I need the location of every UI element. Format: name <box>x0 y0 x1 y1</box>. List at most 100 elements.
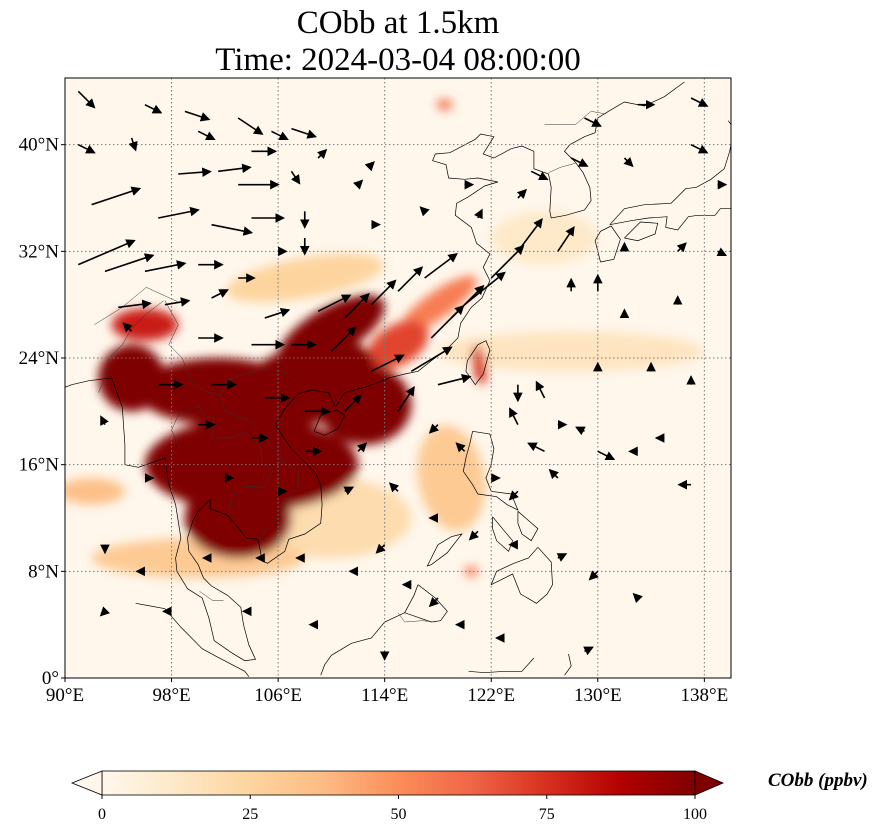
coastline <box>404 584 419 613</box>
coastline <box>313 409 346 436</box>
map-frame <box>64 77 732 679</box>
wind-arrow <box>178 167 212 177</box>
coastline <box>468 657 535 674</box>
concentration-field <box>65 99 705 578</box>
wind-arrow <box>99 606 111 617</box>
wind-arrow <box>330 326 357 352</box>
wind-vectors <box>77 90 728 661</box>
longitude-tick-label: 130°E <box>574 685 622 706</box>
wind-arrow <box>128 137 138 152</box>
colorbar-body <box>101 770 696 796</box>
wind-arrow <box>508 490 519 501</box>
plume-patch <box>111 308 179 341</box>
longitude-tick-label: 122°E <box>467 685 515 706</box>
longitude-tick-label: 98°E <box>152 685 190 706</box>
plume-patch <box>98 344 165 412</box>
wind-arrow <box>344 394 362 412</box>
latitude-tick-label: 32°N <box>19 241 60 262</box>
wind-arrow <box>397 386 415 412</box>
latitude-ticks: 0° 8°N 16°N 24°N 32°N 40°N <box>19 135 65 689</box>
wind-arrow <box>100 415 109 426</box>
wind-arrow <box>77 143 96 154</box>
wind-arrow <box>197 130 216 141</box>
plume-patch <box>399 275 477 334</box>
wind-arrow <box>428 423 440 434</box>
wind-arrow <box>690 97 709 107</box>
wind-arrow <box>343 486 355 496</box>
wind-arrow <box>428 596 440 608</box>
wind-arrow <box>264 307 291 319</box>
wind-arrow <box>344 292 370 319</box>
coastline <box>111 81 685 662</box>
coastline <box>65 377 112 388</box>
country-border <box>164 300 305 396</box>
colorbar-tick-label: 25 <box>242 806 258 823</box>
plume-patch <box>65 478 125 505</box>
wind-arrow <box>583 646 594 656</box>
wind-arrow <box>370 279 397 306</box>
wind-arrow <box>211 289 229 299</box>
wind-arrow <box>570 157 589 167</box>
plume-patch <box>464 566 478 577</box>
wind-arrow <box>548 468 559 480</box>
coastline <box>320 584 448 676</box>
coastline <box>426 533 463 567</box>
wind-arrow <box>623 156 634 168</box>
colorbar-tick-label: 100 <box>683 806 707 823</box>
wind-arrow <box>535 380 546 399</box>
wind-arrow <box>122 322 133 333</box>
country-border <box>397 612 436 623</box>
wind-arrow <box>597 450 616 461</box>
coastline <box>609 208 731 231</box>
wind-arrow <box>364 161 375 172</box>
colorbar-tick-label: 75 <box>539 806 555 823</box>
latitude-tick-label: 8°N <box>28 561 59 582</box>
wind-arrow <box>78 239 136 266</box>
country-border <box>257 487 299 540</box>
wind-arrow <box>144 260 187 273</box>
latitude-tick-label: 24°N <box>19 348 60 369</box>
wind-arrow <box>164 297 191 307</box>
wind-arrow <box>144 103 163 114</box>
plume-patch <box>318 364 412 445</box>
wind-arrow <box>375 543 386 554</box>
plume-patch <box>367 320 429 369</box>
wind-arrow <box>690 143 709 154</box>
country-border <box>199 591 224 601</box>
plume-patch <box>225 253 384 303</box>
wind-arrow <box>104 253 155 273</box>
wind-arrow <box>290 170 301 185</box>
wind-arrow <box>388 482 400 493</box>
longitude-tick-label: 138°E <box>681 685 729 706</box>
map-panel: 90°E 98°E 106°E 114°E 122°E 130°E 138°E 0° 8°N 1… <box>19 77 732 706</box>
wind-arrow <box>464 271 506 306</box>
coastline <box>517 511 539 542</box>
plume-patch <box>184 478 292 558</box>
colorbar-label: CObb (ppbv) <box>768 770 868 791</box>
wind-arrow <box>530 170 549 181</box>
longitude-tick-label: 106°E <box>254 685 302 706</box>
latitude-tick-label: 16°N <box>19 455 60 476</box>
country-border <box>244 485 265 488</box>
colorbar-extend-min <box>70 770 103 796</box>
wind-arrow <box>474 208 483 220</box>
wind-arrow <box>632 592 643 604</box>
wind-arrow <box>557 226 575 252</box>
wind-arrow <box>317 294 352 313</box>
country-border <box>548 163 576 173</box>
plume-patch <box>437 331 705 372</box>
plume-patch <box>436 99 453 110</box>
coastline <box>609 144 731 225</box>
wind-arrow <box>291 127 317 139</box>
coastline <box>462 430 519 511</box>
colorbar: 0 25 50 75 100 CObb (ppbv) <box>70 770 868 823</box>
colorbar-tick-label: 50 <box>391 806 407 823</box>
wind-arrow <box>516 188 528 200</box>
longitude-ticks: 90°E 98°E 106°E 114°E 122°E 130°E 138°E <box>46 678 728 706</box>
wind-arrow <box>317 148 328 160</box>
coastline <box>594 225 621 263</box>
wind-arrow <box>575 426 586 436</box>
wind-arrow <box>410 346 453 373</box>
wind-arrow <box>77 90 96 109</box>
colorbar-tick-label: 0 <box>98 806 106 823</box>
